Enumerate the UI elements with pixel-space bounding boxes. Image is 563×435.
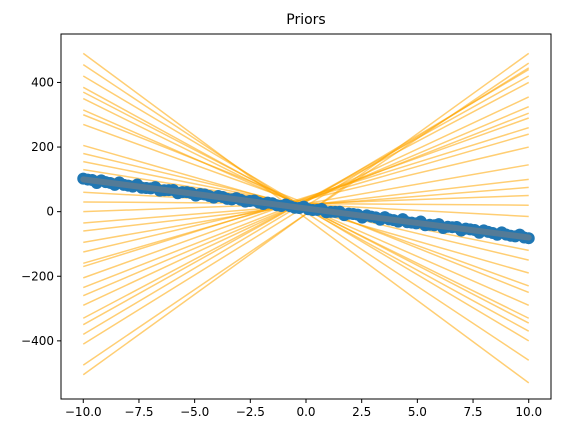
- x-tick-label: 2.5: [352, 405, 371, 419]
- prior-line: [82, 75, 530, 326]
- x-tick-label: 0.0: [296, 405, 315, 419]
- y-tick-label: −400: [21, 334, 54, 348]
- prior-line: [83, 133, 529, 265]
- prior-line: [82, 52, 530, 384]
- y-tick-label: 200: [31, 140, 54, 154]
- x-axis: −10.0 −7.5 −5.0 −2.5 0.0 2.5 5.0 7.5 10.0: [65, 399, 542, 419]
- y-tick-label: −200: [21, 269, 54, 283]
- plot-area: [60, 33, 552, 400]
- x-tick-label: −7.5: [124, 405, 153, 419]
- chart-title: Priors: [286, 12, 325, 28]
- y-tick-label: 0: [46, 205, 54, 219]
- x-tick-label: −5.0: [180, 405, 209, 419]
- prior-line: [83, 126, 529, 268]
- x-tick-label: 5.0: [408, 405, 427, 419]
- x-tick-label: 10.0: [515, 405, 542, 419]
- x-tick-label: −2.5: [236, 405, 265, 419]
- prior-line: [83, 117, 529, 279]
- y-tick-label: 400: [31, 75, 54, 89]
- fit-line-group: [80, 176, 532, 241]
- y-axis: −400 −200 0 200 400: [21, 75, 61, 348]
- x-tick-label: 7.5: [463, 405, 482, 419]
- fit-line: [80, 176, 532, 241]
- x-tick-label: −10.0: [65, 405, 102, 419]
